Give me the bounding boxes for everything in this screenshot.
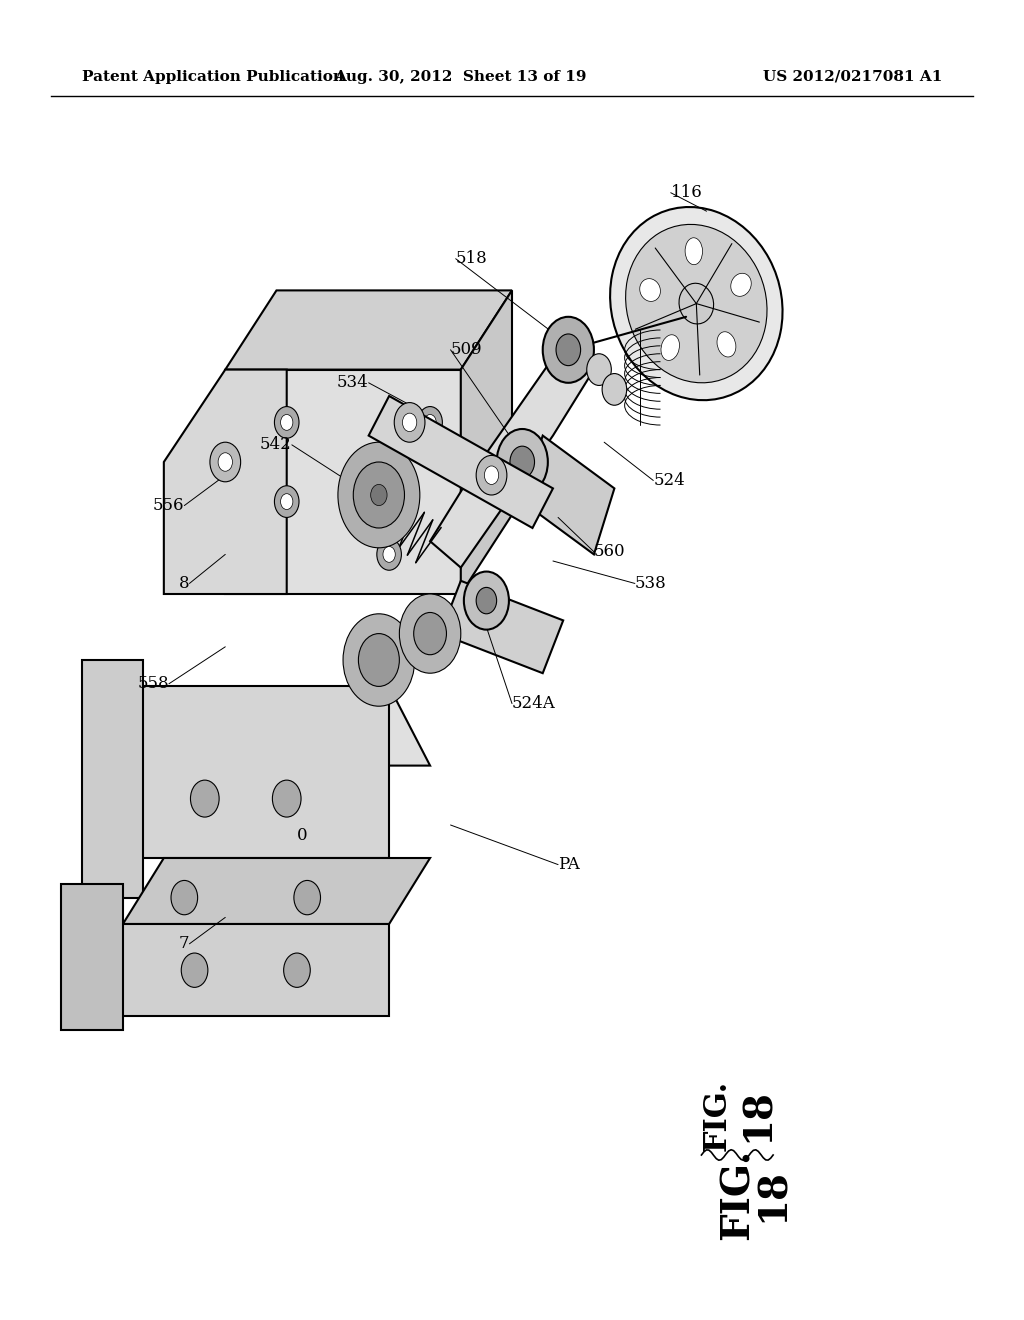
Circle shape xyxy=(556,334,581,366)
Circle shape xyxy=(476,587,497,614)
Circle shape xyxy=(284,953,310,987)
Polygon shape xyxy=(143,686,430,766)
Text: 7: 7 xyxy=(179,936,189,952)
Text: 0: 0 xyxy=(297,828,307,843)
Text: 556: 556 xyxy=(153,498,184,513)
Text: 538: 538 xyxy=(635,576,667,591)
Circle shape xyxy=(272,780,301,817)
Circle shape xyxy=(338,442,420,548)
Ellipse shape xyxy=(640,279,660,301)
Polygon shape xyxy=(123,858,430,924)
Polygon shape xyxy=(430,343,594,568)
Circle shape xyxy=(543,317,594,383)
Circle shape xyxy=(414,612,446,655)
Polygon shape xyxy=(461,290,512,594)
Circle shape xyxy=(394,403,425,442)
Text: PA: PA xyxy=(558,857,580,873)
Polygon shape xyxy=(369,396,553,528)
Circle shape xyxy=(418,407,442,438)
Text: FIG.: FIG. xyxy=(718,1148,757,1241)
Text: 524A: 524A xyxy=(512,696,556,711)
Text: Patent Application Publication: Patent Application Publication xyxy=(82,70,344,83)
Circle shape xyxy=(274,486,299,517)
Circle shape xyxy=(171,880,198,915)
Circle shape xyxy=(181,953,208,987)
Ellipse shape xyxy=(717,331,736,356)
Ellipse shape xyxy=(662,335,680,360)
Circle shape xyxy=(377,539,401,570)
Circle shape xyxy=(464,572,509,630)
Text: 560: 560 xyxy=(594,544,626,560)
Polygon shape xyxy=(82,660,143,898)
Text: FIG.: FIG. xyxy=(701,1080,732,1151)
Text: 524: 524 xyxy=(653,473,685,488)
Circle shape xyxy=(190,780,219,817)
Circle shape xyxy=(281,414,293,430)
Text: US 2012/0217081 A1: US 2012/0217081 A1 xyxy=(763,70,942,83)
Circle shape xyxy=(294,880,321,915)
Polygon shape xyxy=(102,924,389,1016)
Polygon shape xyxy=(225,290,512,370)
Text: 509: 509 xyxy=(451,342,482,358)
Circle shape xyxy=(371,484,387,506)
Circle shape xyxy=(353,462,404,528)
Circle shape xyxy=(484,466,499,484)
Circle shape xyxy=(399,594,461,673)
Circle shape xyxy=(402,413,417,432)
Text: 18: 18 xyxy=(738,1089,777,1142)
Circle shape xyxy=(343,614,415,706)
Ellipse shape xyxy=(679,284,714,323)
Circle shape xyxy=(587,354,611,385)
Circle shape xyxy=(281,494,293,510)
Text: 8: 8 xyxy=(179,576,189,591)
Polygon shape xyxy=(440,581,563,673)
Circle shape xyxy=(210,442,241,482)
Circle shape xyxy=(476,455,507,495)
Circle shape xyxy=(383,546,395,562)
Circle shape xyxy=(424,414,436,430)
Circle shape xyxy=(358,634,399,686)
Circle shape xyxy=(274,407,299,438)
Text: 542: 542 xyxy=(260,437,292,453)
Circle shape xyxy=(510,446,535,478)
Text: 558: 558 xyxy=(137,676,169,692)
Circle shape xyxy=(602,374,627,405)
Text: Aug. 30, 2012  Sheet 13 of 19: Aug. 30, 2012 Sheet 13 of 19 xyxy=(335,70,587,83)
Circle shape xyxy=(497,429,548,495)
Polygon shape xyxy=(61,884,123,1030)
Ellipse shape xyxy=(626,224,767,383)
Text: 18: 18 xyxy=(754,1168,793,1221)
Ellipse shape xyxy=(731,273,752,296)
Circle shape xyxy=(218,453,232,471)
Text: 534: 534 xyxy=(337,375,369,391)
Polygon shape xyxy=(164,370,287,594)
Text: 518: 518 xyxy=(456,251,487,267)
Polygon shape xyxy=(225,370,461,594)
Text: 116: 116 xyxy=(671,185,702,201)
Ellipse shape xyxy=(610,207,782,400)
Polygon shape xyxy=(102,686,389,858)
Polygon shape xyxy=(522,436,614,554)
Ellipse shape xyxy=(685,238,702,265)
